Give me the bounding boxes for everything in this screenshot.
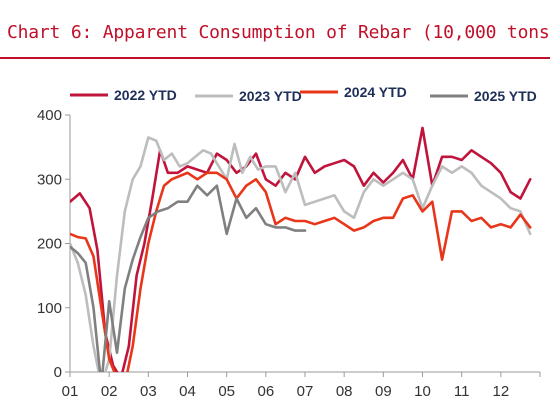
y-tick-label: 400 (37, 107, 62, 124)
chart-axes: 0 100 200 300 400 01 02 03 04 05 06 07 08 09 10 11 12 (37, 107, 541, 400)
x-tick-label: 11 (454, 383, 470, 400)
chart-title: Chart 6: Apparent Consumption of Rebar (… (7, 22, 550, 43)
legend-label: 2025 YTD (474, 88, 537, 104)
y-tick-label: 200 (37, 236, 62, 253)
legend-label: 2024 YTD (344, 84, 407, 100)
series-line-2025-ytd (70, 184, 307, 372)
x-tick-label: 06 (257, 383, 274, 400)
x-tick-label: 01 (62, 383, 79, 400)
x-tick-label: 07 (297, 383, 314, 400)
x-tick-label: 12 (492, 383, 509, 400)
x-tick-label: 08 (336, 383, 353, 400)
series-line-2024-ytd (70, 171, 532, 372)
x-tick-label: 04 (179, 383, 196, 400)
y-tick-label: 300 (37, 171, 62, 188)
x-tick-label: 03 (140, 383, 157, 400)
y-tick-label: 0 (54, 364, 62, 381)
x-tick-label: 05 (218, 383, 235, 400)
series-line-2023-ytd (70, 136, 532, 372)
series-line-2022-ytd (70, 126, 532, 372)
chart-series-group (70, 126, 532, 372)
chart-legend: 2022 YTD 2023 YTD 2024 YTD 2025 YTD (70, 84, 537, 104)
title-rule (0, 57, 550, 59)
legend-label: 2023 YTD (239, 88, 302, 104)
y-tick-label: 100 (37, 300, 62, 317)
x-tick-label: 02 (101, 383, 118, 400)
x-tick-label: 09 (375, 383, 392, 400)
x-tick-label: 10 (414, 383, 431, 400)
legend-label: 2022 YTD (114, 87, 177, 103)
